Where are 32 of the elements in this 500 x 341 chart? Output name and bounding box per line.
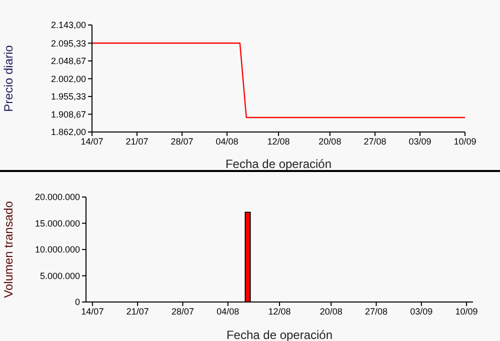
y-axis-title: Precio diario [1,44,16,112]
y-tick-label: 2.143,00 [50,20,86,30]
x-tick-label: 20/08 [320,306,342,316]
x-tick-label: 28/07 [170,136,194,146]
y-axis-title: Volumen transado [1,200,16,298]
x-tick-label: 12/08 [268,306,291,316]
x-tick-label: 21/07 [126,136,148,146]
y-tick-label: 5.000.000 [40,270,80,281]
y-tick-label: 20.000.000 [34,192,80,202]
x-tick-label: 04/08 [216,136,238,146]
y-tick-label: 10.000.000 [34,244,80,255]
y-tick-label: 2.002,00 [50,74,86,84]
x-tick-label: 03/09 [410,306,433,316]
x-tick-label: 28/07 [171,306,194,316]
x-tick-label: 04/08 [216,306,240,316]
y-tick-label: 0 [74,297,80,308]
x-tick-label: 21/07 [126,306,149,316]
x-tick-label: 03/09 [408,136,432,146]
x-tick-label: 14/07 [81,306,104,316]
y-tick-label: 2.095,33 [50,38,86,48]
y-tick-label: 1.908,67 [50,109,86,120]
x-tick-label: 14/07 [80,136,104,146]
x-tick-label: 27/08 [364,136,386,146]
y-tick-label: 1.862,00 [50,127,86,138]
x-tick-label: 27/08 [364,306,388,316]
y-tick-label: 1.955,33 [50,92,86,102]
x-tick-label: 12/08 [267,136,290,146]
y-tick-label: 2.048,67 [50,56,86,66]
y-tick-label: 15.000.000 [34,218,80,228]
x-tick-label: 20/08 [318,136,342,146]
x-tick-label: 10/09 [455,306,478,316]
x-tick-label: 10/09 [454,136,476,146]
